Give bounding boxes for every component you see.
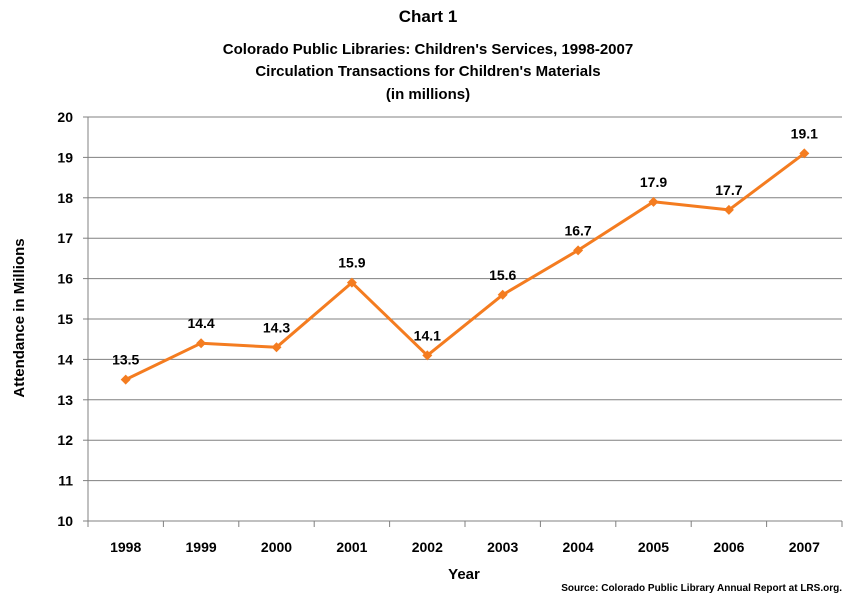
data-label-2007: 19.1 xyxy=(791,125,818,141)
y-tick-label-14: 14 xyxy=(57,351,73,367)
x-tick-label-2007: 2007 xyxy=(789,539,820,555)
data-label-2001: 15.9 xyxy=(338,255,365,271)
data-point-1999 xyxy=(196,338,207,349)
data-label-1998: 13.5 xyxy=(112,352,139,368)
y-axis-label: Attendance in Millions xyxy=(11,238,28,397)
chart-label: Chart 1 xyxy=(398,7,458,26)
y-tick-label-18: 18 xyxy=(57,190,73,206)
x-tick-label-2002: 2002 xyxy=(412,539,443,555)
data-label-2002: 14.1 xyxy=(414,327,441,343)
y-tick-label-17: 17 xyxy=(57,230,73,246)
series-line xyxy=(125,152,806,381)
y-tick-label-12: 12 xyxy=(57,432,73,448)
data-point-2003 xyxy=(497,289,508,300)
chart-title: Colorado Public Libraries: Children's Se… xyxy=(222,41,634,58)
data-point-2007 xyxy=(799,148,810,159)
data-labels: 13.5 14.4 14.3 15.9 14.1 15.6 16.7 17.9 17.7 19.1 xyxy=(112,125,818,367)
x-tick-label-2006: 2006 xyxy=(713,539,744,555)
data-point-2001 xyxy=(346,277,357,288)
x-axis-label: Year xyxy=(448,566,480,583)
y-tick-label-15: 15 xyxy=(57,311,73,327)
series-circulation xyxy=(120,148,810,385)
x-tick-label-2000: 2000 xyxy=(261,539,292,555)
data-label-1999: 14.4 xyxy=(187,315,214,331)
axes xyxy=(83,116,843,527)
data-point-1998 xyxy=(120,374,131,385)
y-tick-label-10: 10 xyxy=(57,513,73,529)
x-tick-label-2004: 2004 xyxy=(563,539,594,555)
data-label-2005: 17.9 xyxy=(640,174,667,190)
data-label-2004: 16.7 xyxy=(564,222,591,238)
chart-units-note: (in millions) xyxy=(385,86,471,103)
x-tick-label-2003: 2003 xyxy=(487,539,518,555)
chart-subtitle: Circulation Transactions for Children's … xyxy=(255,63,601,80)
x-tick-label-2005: 2005 xyxy=(638,539,669,555)
x-tick-label-1998: 1998 xyxy=(110,539,141,555)
source-note: Source: Colorado Public Library Annual R… xyxy=(561,583,842,594)
y-tick-label-20: 20 xyxy=(57,109,73,125)
data-point-2006 xyxy=(723,204,734,215)
data-point-2004 xyxy=(573,245,584,256)
data-point-2002 xyxy=(422,350,433,361)
data-label-2006: 17.7 xyxy=(715,182,742,198)
x-tick-label-2001: 2001 xyxy=(336,539,367,555)
y-tick-label-16: 16 xyxy=(57,271,73,287)
y-tick-label-19: 19 xyxy=(57,149,73,165)
data-point-2000 xyxy=(271,342,282,353)
data-point-2005 xyxy=(648,196,659,207)
x-tick-labels: 1998 1999 2000 2001 2002 2003 2004 2005 2006 2007 xyxy=(110,539,820,555)
y-tick-label-13: 13 xyxy=(57,392,73,408)
data-label-2000: 14.3 xyxy=(263,319,290,335)
x-tick-label-1999: 1999 xyxy=(186,539,217,555)
y-tick-label-11: 11 xyxy=(58,473,73,489)
y-tick-labels: 10 11 12 13 14 15 16 17 18 19 20 xyxy=(57,109,73,529)
gridlines xyxy=(88,116,842,482)
data-label-2003: 15.6 xyxy=(489,267,516,283)
